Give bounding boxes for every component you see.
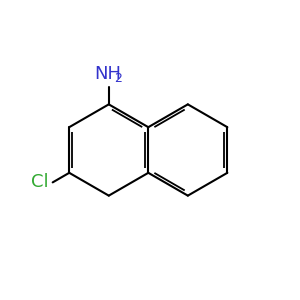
Text: Cl: Cl	[31, 173, 48, 191]
Text: 2: 2	[115, 72, 122, 85]
Text: NH: NH	[94, 65, 121, 83]
